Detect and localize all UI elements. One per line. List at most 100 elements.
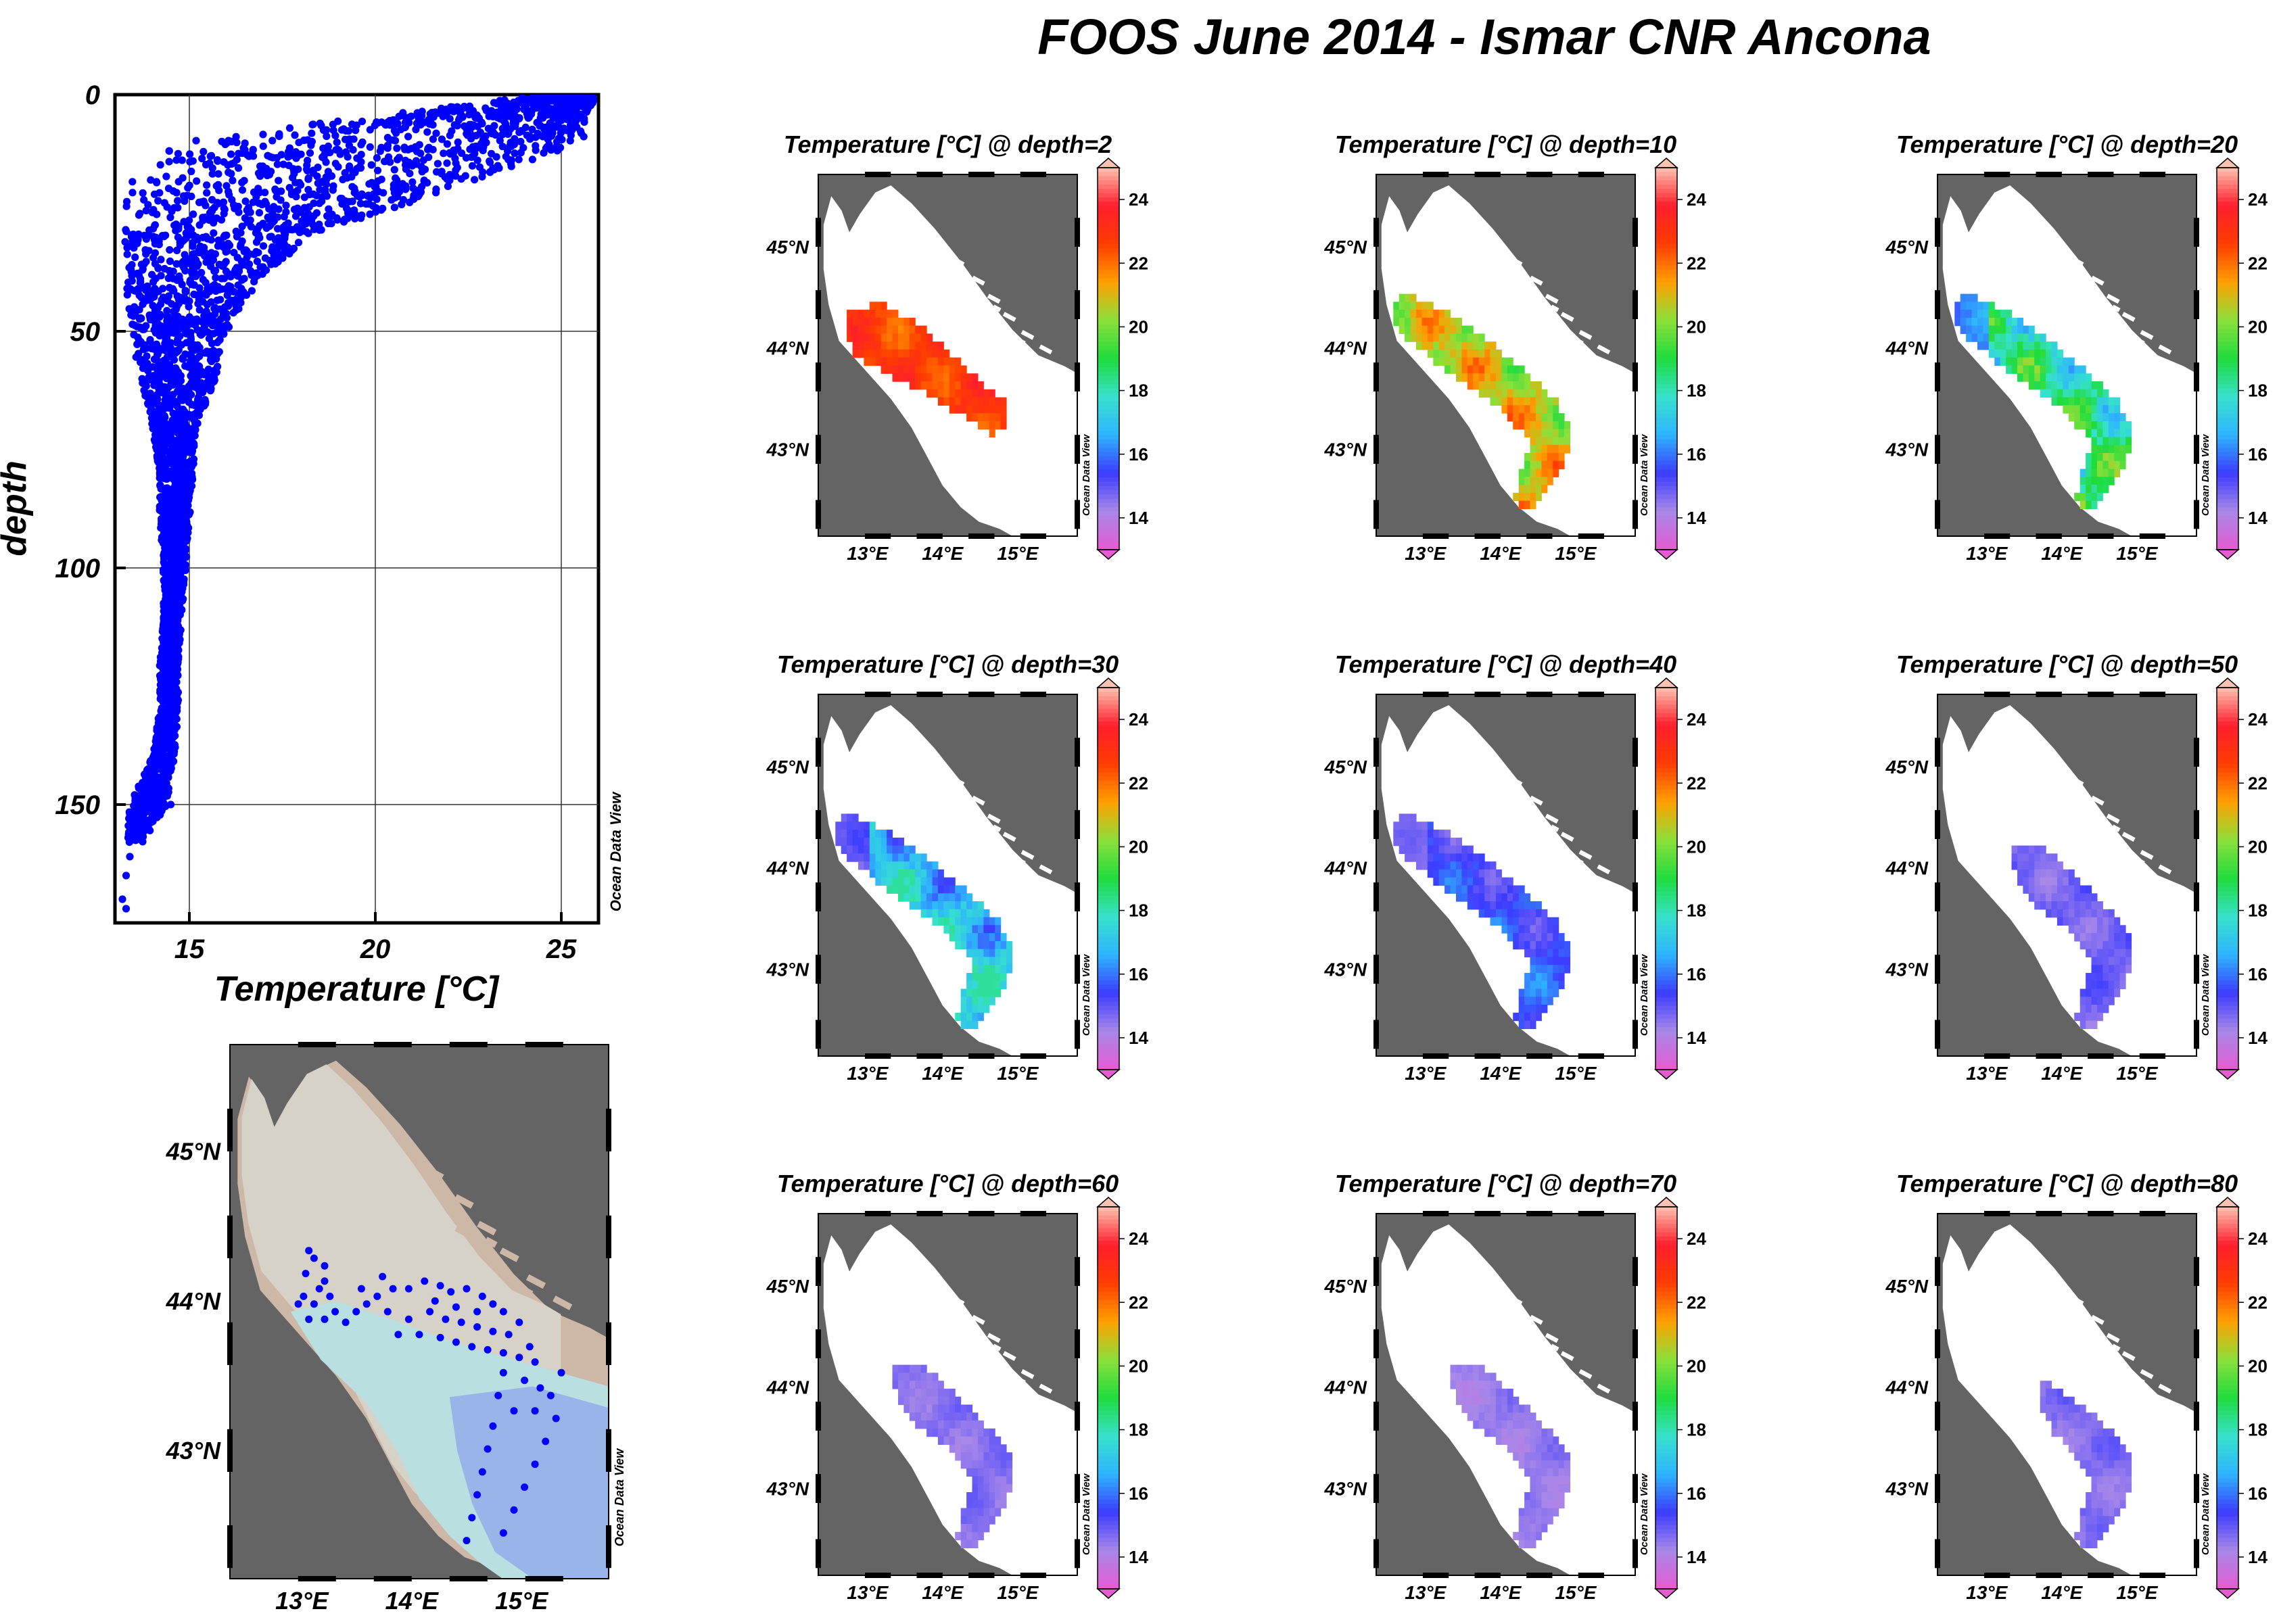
temperature-cell (2040, 333, 2046, 342)
temperature-cell (1547, 429, 1553, 437)
temperature-cell (864, 333, 870, 342)
temperature-cell (920, 869, 927, 878)
temperature-cell (2040, 381, 2046, 390)
temperature-cell (2006, 325, 2013, 334)
temperature-cell (2057, 349, 2063, 358)
colorbar-segment (2217, 197, 2238, 202)
temperature-cell (1473, 357, 1480, 366)
temperature-cell (1000, 973, 1007, 982)
temperature-cell (983, 917, 990, 926)
station-point (494, 1391, 502, 1400)
profile-point (126, 285, 135, 293)
temperature-cell (1478, 365, 1485, 374)
colorbar-bottom-cap (1096, 549, 1121, 560)
temperature-cell (1994, 317, 2001, 327)
temperature-map-frame-tick (2194, 435, 2199, 464)
temperature-cell (1558, 437, 1565, 446)
temperature-cell (887, 869, 893, 878)
profile-point (350, 135, 358, 143)
temperature-cell (955, 397, 962, 406)
temperature-cell (1467, 357, 1474, 366)
profile-point (143, 344, 151, 352)
profile-point (177, 564, 185, 572)
profile-point (215, 329, 223, 337)
colorbar-segment (2217, 418, 2238, 423)
profile-point (267, 233, 275, 241)
temperature-cell (966, 397, 973, 406)
colorbar-segment (1098, 269, 1119, 274)
temperature-cell (1983, 333, 1990, 342)
temperature-cell (915, 381, 922, 390)
colorbar-segment (1098, 239, 1119, 245)
profile-point (206, 387, 214, 395)
profile-point (129, 824, 137, 832)
station-point (489, 1300, 497, 1308)
temperature-cell (995, 933, 1002, 942)
colorbar-segment (1098, 303, 1119, 308)
colorbar-segment (1098, 460, 1119, 466)
temperature-cell (2102, 389, 2109, 398)
temperature-cell (892, 325, 899, 334)
temperature-cell (1399, 302, 1405, 310)
temperature-cell (2091, 460, 2098, 470)
profile-point (250, 278, 258, 286)
temperature-maps: Temperature [°C] @ depth=213°E 14°E 15°E45… (766, 130, 2268, 1603)
temperature-cell (966, 980, 973, 990)
colorbar-segment (1655, 435, 1677, 440)
profile-point (329, 126, 337, 135)
temperature-cell (1983, 310, 1990, 318)
profile-point (443, 140, 452, 148)
profile-point (169, 267, 177, 275)
profile-point (147, 176, 155, 184)
profile-point (253, 258, 261, 266)
temperature-cell (2086, 413, 2092, 422)
station-point (473, 1308, 481, 1316)
profile-point (237, 241, 245, 249)
profile-point (184, 475, 192, 483)
profile-point (122, 905, 131, 913)
colorbar-segment (1098, 193, 1119, 198)
temperature-cell (1416, 317, 1422, 327)
temperature-cell (920, 901, 927, 910)
temperature-cell (875, 317, 882, 327)
profile-point (518, 127, 526, 135)
temperature-cell (972, 997, 979, 1005)
temperature-cell (943, 901, 950, 910)
temperature-map-lat-label: 43°N (1323, 439, 1367, 460)
temperature-cell (972, 980, 979, 990)
profile-point (161, 581, 169, 590)
temperature-cell (2017, 341, 2023, 350)
temperature-cell (887, 885, 893, 894)
temperature-cell (1427, 302, 1434, 310)
temperature-cell (1399, 325, 1405, 334)
station-map-frame-tick (227, 1322, 233, 1365)
temperature-cell (2086, 429, 2092, 437)
colorbar-segment (2217, 299, 2238, 304)
colorbar-segment (2217, 295, 2238, 300)
colorbar-segment (1098, 308, 1119, 313)
profile-point (154, 197, 162, 205)
profile-point (275, 130, 283, 138)
profile-point (146, 337, 154, 345)
profile-point (240, 274, 248, 283)
profile-point (225, 168, 233, 176)
temperature-cell (943, 373, 950, 382)
profile-point (243, 247, 251, 255)
profile-point (173, 246, 181, 254)
profile-point (183, 489, 191, 497)
temperature-cell (1399, 310, 1405, 318)
profile-point (123, 243, 131, 252)
temperature-cell (995, 988, 1002, 997)
profile-point (440, 149, 448, 158)
profile-point (324, 168, 332, 176)
temperature-cell (2108, 469, 2115, 477)
temperature-cell (909, 365, 916, 374)
colorbar-segment (2217, 308, 2238, 313)
temperature-cell (915, 869, 922, 878)
station-map-watermark: Ocean Data View (613, 1448, 626, 1546)
temperature-map-lon-label: 13°E (847, 1063, 889, 1084)
temperature-cell (1416, 341, 1422, 350)
profile-point (233, 254, 241, 262)
temperature-cell (1530, 445, 1536, 454)
profile-point (259, 220, 267, 228)
